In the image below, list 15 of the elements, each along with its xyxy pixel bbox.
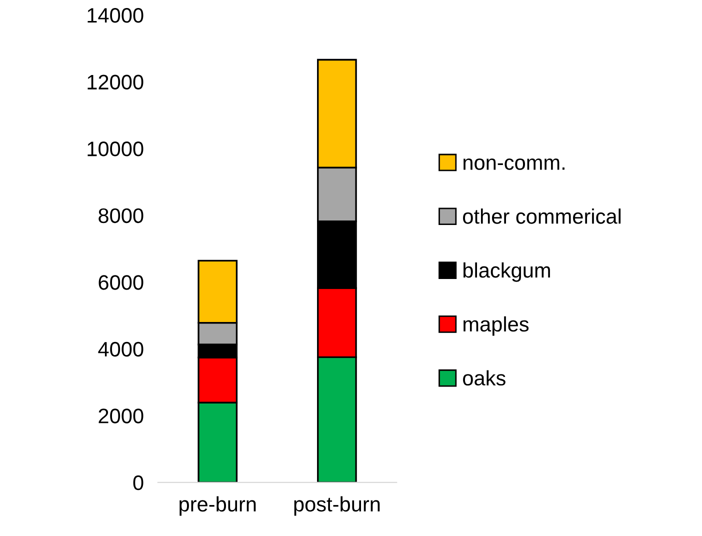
x-tick-label: pre-burn bbox=[180, 496, 256, 516]
y-tick-label: 4000 bbox=[98, 342, 144, 357]
legend-label: oaks bbox=[463, 370, 506, 386]
y-tick-label: 12000 bbox=[88, 74, 144, 90]
y-tick-label: 0 bbox=[133, 475, 144, 490]
y-tick-label: 6000 bbox=[98, 275, 144, 290]
legend-label: blackgum bbox=[464, 262, 550, 282]
legend-label: maples bbox=[464, 316, 529, 336]
y-tick-label: 14000 bbox=[88, 8, 144, 23]
legend-label: other commerical bbox=[463, 208, 621, 224]
legend-label: non-comm. bbox=[464, 158, 564, 170]
y-tick-label: 2000 bbox=[98, 408, 144, 424]
x-tick-label: post-burn bbox=[294, 496, 380, 516]
y-tick-label: 8000 bbox=[98, 208, 144, 224]
y-tick-label: 10000 bbox=[88, 142, 144, 156]
